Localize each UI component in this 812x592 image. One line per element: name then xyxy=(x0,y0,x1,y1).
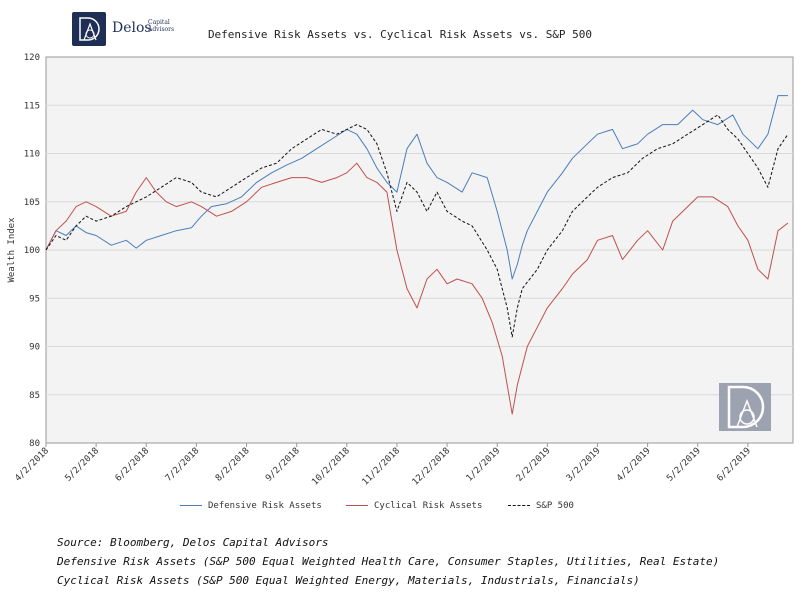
y-tick-label: 100 xyxy=(24,246,40,256)
x-tick-label: 5/2/2018 xyxy=(64,446,102,484)
delos-watermark-icon xyxy=(719,383,771,431)
chart-notes: Source: Bloomberg, Delos Capital Advisor… xyxy=(57,533,719,590)
series-line-cyclical xyxy=(45,162,789,415)
x-tick-label: 3/2/2019 xyxy=(565,446,603,484)
x-tick-label: 1/2/2019 xyxy=(465,446,503,484)
series-line-sp500 xyxy=(45,114,789,338)
legend-label-sp500: S&P 500 xyxy=(536,501,574,511)
legend-swatch-cyclical xyxy=(346,505,368,506)
x-tick-label: 11/2/2018 xyxy=(360,446,402,488)
x-tick-label: 10/2/2018 xyxy=(310,446,352,488)
y-tick-label: 115 xyxy=(24,101,40,111)
cyclical-definition: Cyclical Risk Assets (S&P 500 Equal Weig… xyxy=(57,574,640,587)
x-tick-label: 9/2/2018 xyxy=(264,446,302,484)
x-tick-label: 7/2/2018 xyxy=(164,446,202,484)
legend-item-cyclical: Cyclical Risk Assets xyxy=(346,501,482,511)
y-tick-label: 110 xyxy=(24,150,40,160)
legend-label-cyclical: Cyclical Risk Assets xyxy=(374,501,483,511)
series-line-defensive xyxy=(45,95,788,280)
y-tick-label: 95 xyxy=(29,294,40,304)
legend-item-defensive: Defensive Risk Assets xyxy=(180,501,322,511)
logo-subtitle: Capital Advisors xyxy=(148,19,175,33)
x-tick-label: 2/2/2019 xyxy=(515,446,553,484)
y-axis-label: Wealth Index xyxy=(7,217,17,283)
delos-logo-icon xyxy=(72,12,106,46)
defensive-definition: Defensive Risk Assets (S&P 500 Equal Wei… xyxy=(57,555,720,568)
legend-label-defensive: Defensive Risk Assets xyxy=(208,501,322,511)
y-tick-label: 105 xyxy=(24,198,40,208)
y-tick-label: 90 xyxy=(29,343,40,353)
logo-name: Delos xyxy=(112,20,152,36)
y-tick-label: 80 xyxy=(29,439,40,449)
x-tick-label: 6/2/2019 xyxy=(715,446,753,484)
x-tick-label: 5/2/2019 xyxy=(665,446,703,484)
legend-swatch-defensive xyxy=(180,505,202,506)
chart-title: Defensive Risk Assets vs. Cyclical Risk … xyxy=(207,28,593,41)
x-tick-label: 4/2/2019 xyxy=(615,446,653,484)
y-tick-label: 85 xyxy=(29,391,40,401)
source-note: Source: Bloomberg, Delos Capital Advisor… xyxy=(57,536,329,549)
x-tick-label: 4/2/2018 xyxy=(13,446,51,484)
legend-swatch-sp500 xyxy=(508,505,530,506)
y-tick-label: 120 xyxy=(24,53,40,63)
legend-item-sp500: S&P 500 xyxy=(508,501,574,511)
x-tick-label: 12/2/2018 xyxy=(411,446,453,488)
x-tick-label: 8/2/2018 xyxy=(214,446,252,484)
delos-logo: Delos Capital Advisors xyxy=(72,12,182,48)
x-tick-label: 6/2/2018 xyxy=(114,446,152,484)
chart-legend: Defensive Risk Assets Cyclical Risk Asse… xyxy=(180,501,640,515)
